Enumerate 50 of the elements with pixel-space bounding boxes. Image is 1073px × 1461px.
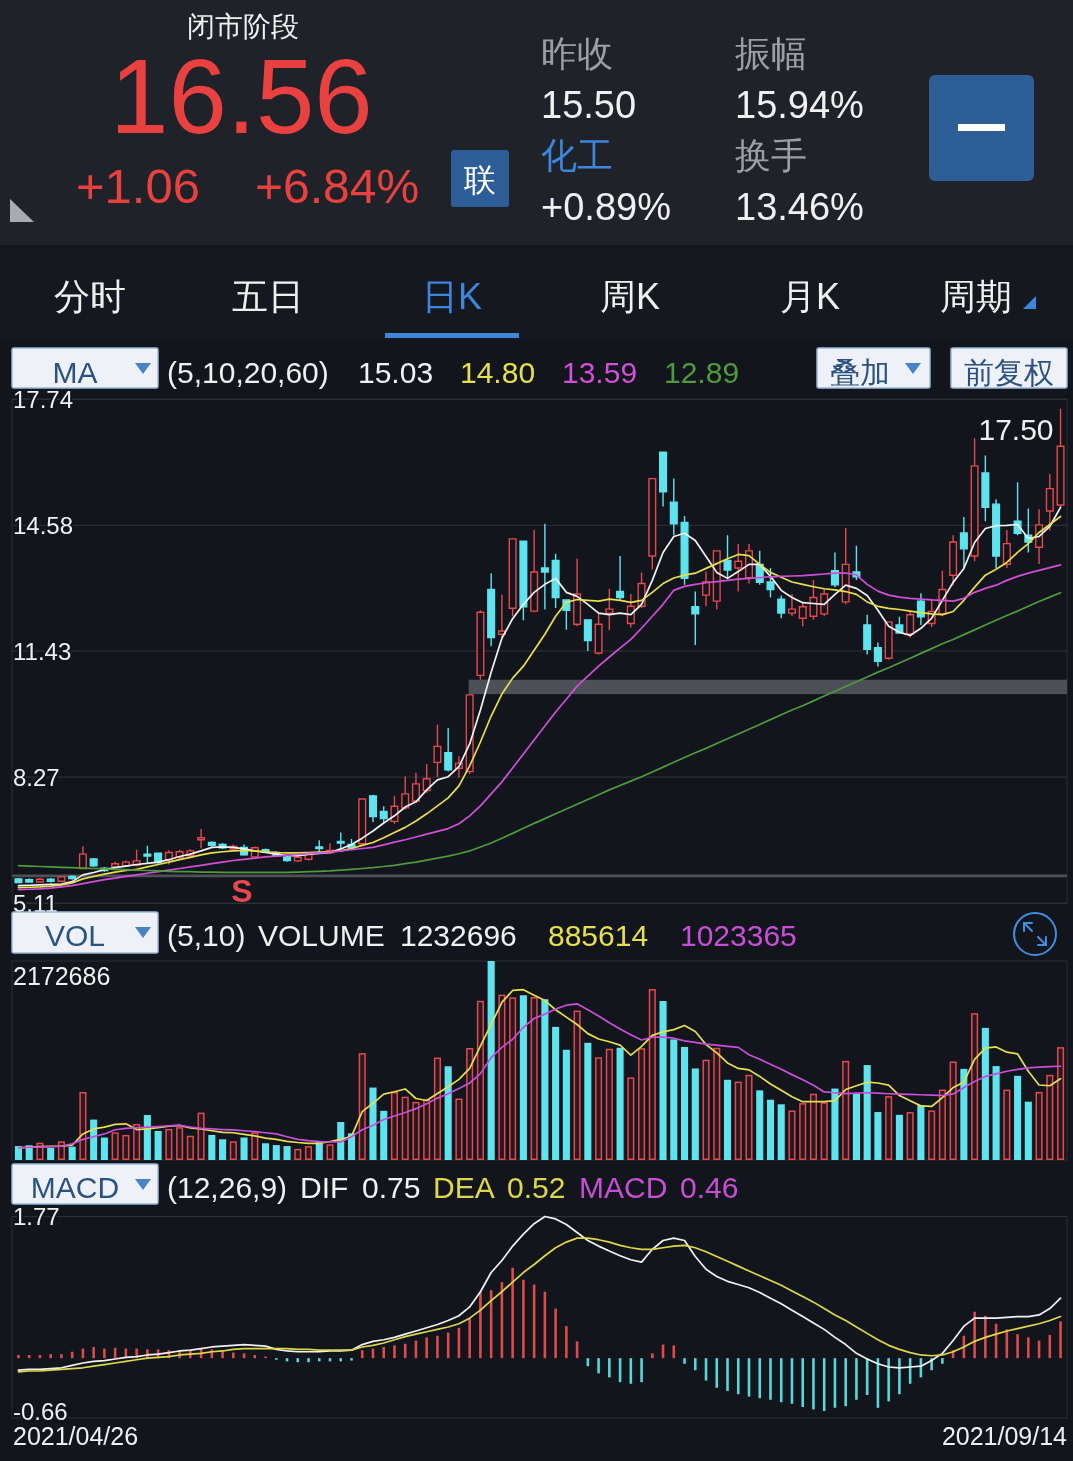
text: 13.59	[562, 356, 638, 389]
text: 0.46	[680, 1171, 739, 1204]
text: 联	[464, 162, 496, 198]
text: VOLUME	[258, 919, 385, 952]
text: 化工	[541, 135, 613, 176]
y-tick-label: 1.77	[13, 1203, 60, 1230]
text: 2021/09/14	[941, 1422, 1068, 1450]
text: 15.94%	[735, 84, 864, 126]
text: MACD	[579, 1171, 668, 1204]
text: 15.50	[541, 84, 637, 126]
text: 14.80	[460, 356, 536, 389]
text: 1232696	[400, 919, 517, 952]
text: 2021/04/26	[13, 1422, 139, 1450]
text: VOL	[44, 919, 106, 952]
text: 日K	[421, 276, 483, 317]
y-tick-label: 8.27	[13, 763, 60, 791]
text: +1.06	[76, 159, 200, 213]
text: 分时	[54, 276, 126, 317]
y-tick-label: 14.58	[13, 511, 74, 539]
y-tick-label: 11.43	[13, 637, 72, 665]
text: 振幅	[735, 33, 807, 74]
text: 15.03	[358, 356, 434, 389]
text: 换手	[735, 135, 807, 176]
text: DEA	[433, 1171, 495, 1204]
text: 885614	[548, 919, 649, 952]
text: 月K	[779, 276, 841, 317]
text: (5,10)	[167, 919, 246, 952]
text: (5,10,20,60)	[167, 356, 329, 389]
text: 0.52	[507, 1171, 566, 1204]
text: 0.75	[362, 1171, 421, 1204]
text: 周K	[599, 276, 661, 317]
text: 周期	[940, 276, 1012, 317]
text: 五日	[232, 276, 304, 317]
text: +0.89%	[541, 186, 671, 228]
annotation: 17.50	[978, 412, 1054, 446]
text: DIF	[300, 1171, 349, 1204]
annotation: 2172686	[13, 962, 111, 990]
text: 12.89	[664, 356, 740, 389]
text: 1023365	[680, 919, 797, 952]
text: 前复权	[964, 356, 1054, 389]
text: 闭市阶段	[187, 11, 299, 42]
text: MACD	[30, 1171, 120, 1204]
text: 13.46%	[735, 186, 864, 228]
text: (12,26,9)	[167, 1171, 288, 1204]
text: +6.84%	[255, 160, 420, 213]
text: 昨收	[541, 33, 613, 74]
y-tick-label: 5.11	[13, 889, 58, 917]
y-tick-label: -0.66	[13, 1397, 68, 1425]
text: 叠加	[830, 356, 890, 389]
annotation: S	[231, 873, 253, 910]
